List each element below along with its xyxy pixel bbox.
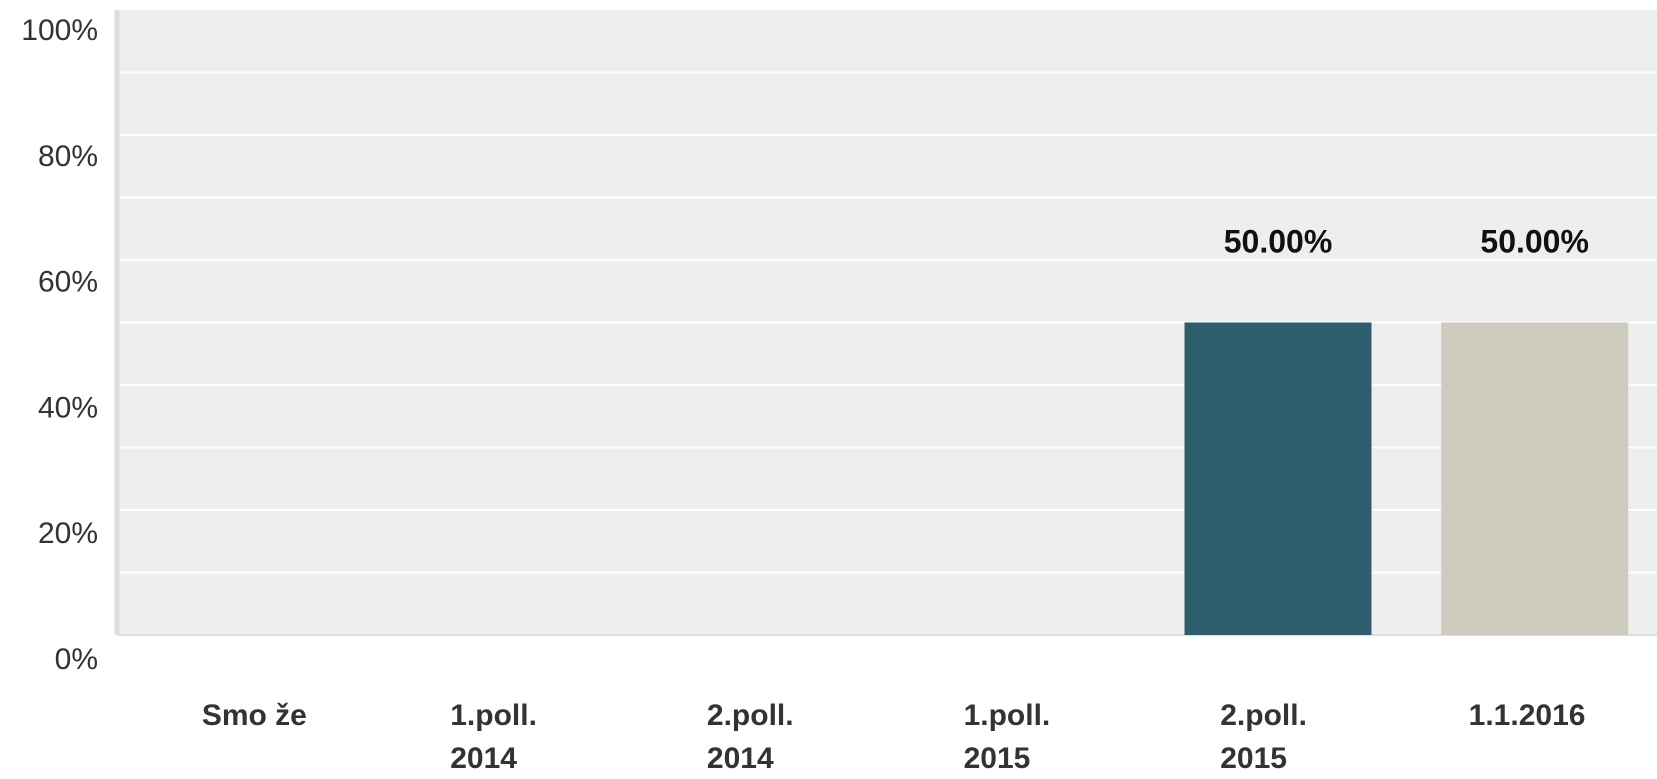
x-tick-label: 1.poll. 2014 (450, 699, 537, 774)
x-tick-label: Smo že (202, 699, 307, 732)
x-tick-label-line: 2.poll. (1220, 699, 1307, 732)
x-tick-label: 1.poll. 2015 (964, 699, 1051, 774)
x-tick-label-line: 2015 (1220, 742, 1287, 774)
y-tick-label: 80% (38, 140, 98, 173)
data-label: 50.00% (1224, 224, 1333, 260)
x-tick-label-line: 1.1.2016 (1469, 699, 1586, 732)
x-tick-label-line: 1.poll. (450, 699, 537, 732)
y-tick-label: 20% (38, 517, 98, 550)
bar (1441, 322, 1629, 635)
y-tick-label: 0% (55, 643, 98, 676)
x-tick-label-line: 2.poll. (707, 699, 794, 732)
y-tick-label: 100% (21, 14, 98, 47)
x-tick-label: 2.poll. 2014 (707, 699, 794, 774)
x-tick-label: 1.1.2016 (1469, 699, 1586, 732)
y-tick-label: 60% (38, 266, 98, 299)
x-tick-label-line: 2015 (964, 742, 1031, 774)
y-tick-label: 40% (38, 391, 98, 424)
data-label: 50.00% (1480, 224, 1589, 260)
bar (1184, 322, 1372, 635)
x-tick-label-line: 2014 (450, 742, 517, 774)
x-tick-label: 2.poll. 2015 (1220, 699, 1307, 774)
x-tick-label-line: 2014 (707, 742, 774, 774)
x-tick-label-line: Smo že (202, 699, 307, 732)
x-tick-label-line: 1.poll. (964, 699, 1051, 732)
